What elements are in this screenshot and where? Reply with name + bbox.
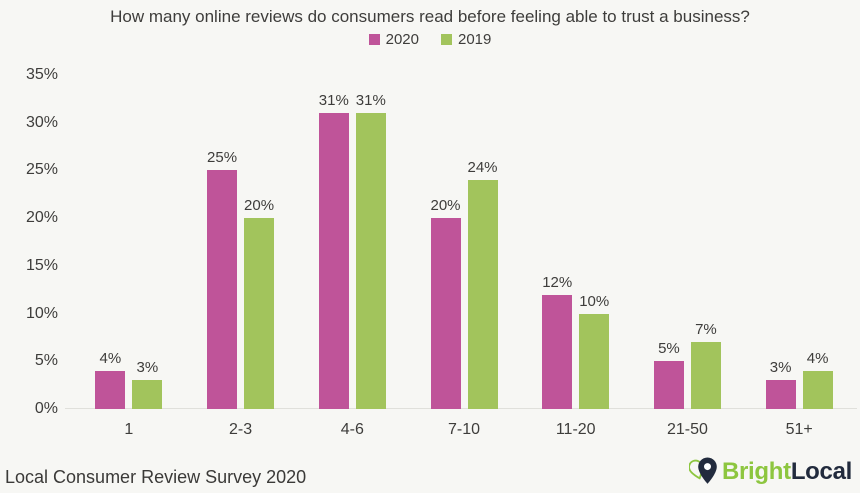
bar-value-label: 20%	[244, 197, 275, 215]
bar-value-label: 4%	[806, 349, 829, 367]
legend-label: 2019	[458, 31, 492, 48]
x-tick-label: 2-3	[229, 421, 253, 438]
legend-label: 2020	[385, 31, 419, 48]
legend-swatch-2020	[368, 34, 380, 45]
bar-2020-51+	[765, 380, 796, 409]
map-pin-icon	[688, 457, 717, 484]
y-tick-label: 35%	[25, 66, 58, 83]
x-axis-line	[65, 408, 857, 409]
source-label: Local Consumer Review Survey 2020	[5, 467, 307, 487]
y-tick-label: 0%	[34, 400, 58, 417]
x-tick-label: 51+	[785, 421, 813, 438]
y-tick-label: 10%	[25, 304, 58, 322]
bar-value-label: 7%	[695, 321, 717, 339]
bar-value-label: 12%	[542, 273, 573, 291]
chart-title: How many online reviews do consumers rea…	[110, 7, 750, 26]
y-tick-label: 30%	[25, 113, 58, 131]
bar-value-label: 24%	[467, 158, 498, 176]
bar-2020-1	[95, 370, 126, 409]
brand-bright-text: BrightLocal	[722, 458, 852, 486]
y-tick-label: 5%	[34, 352, 58, 370]
bar-2019-2-3	[244, 218, 275, 409]
y-axis: 0% 5% 10% 15% 20% 25% 30% 35%	[0, 66, 58, 417]
y-tick-label: 20%	[25, 209, 58, 227]
bar-value-label: 5%	[658, 340, 680, 358]
bar-value-label: 31%	[355, 92, 386, 110]
brightlocal-logo: BrightLocal	[688, 457, 852, 487]
bar-2020-2-3	[207, 170, 238, 409]
legend-item-2019: 2019	[441, 31, 491, 48]
bar-2020-11-20	[542, 294, 573, 409]
y-tick-label: 25%	[25, 161, 58, 179]
x-tick-label: 21-50	[666, 421, 708, 438]
bar-2019-51+	[802, 370, 833, 409]
plot-area: 1 4% 3% 2-3 25% 20% 4-6 31% 31% 7-10 20% 24% 11-20 12…	[65, 75, 857, 438]
legend-item-2020: 2020	[368, 31, 419, 48]
y-tick-label: 15%	[25, 256, 58, 274]
bar-value-label: 3%	[769, 359, 792, 377]
bar-value-label: 10%	[579, 292, 610, 310]
bar-value-label: 25%	[207, 149, 238, 167]
x-tick-label: 11-20	[555, 421, 596, 438]
bar-2020-21-50	[653, 361, 684, 409]
brand-bright: Bright	[721, 458, 791, 485]
x-tick-label: 1	[124, 421, 134, 438]
bar-2019-21-50	[690, 342, 721, 409]
x-tick-label: 7-10	[447, 421, 481, 438]
bar-2020-4-6	[318, 113, 349, 409]
bar-value-label: 20%	[430, 197, 461, 215]
bar-value-label: 4%	[99, 349, 122, 367]
bar-value-label: 3%	[136, 359, 159, 377]
bar-2019-1	[132, 380, 163, 409]
brand-local: Local	[790, 458, 852, 485]
bar-2019-4-6	[355, 113, 386, 409]
bar-2020-7-10	[430, 218, 461, 409]
bar-2019-7-10	[467, 179, 498, 409]
bar-value-label: 31%	[318, 92, 349, 110]
x-tick-label: 4-6	[340, 421, 364, 438]
legend: 2020 2019	[0, 31, 860, 48]
legend-swatch-2019	[441, 34, 452, 45]
bar-2019-11-20	[579, 313, 610, 409]
